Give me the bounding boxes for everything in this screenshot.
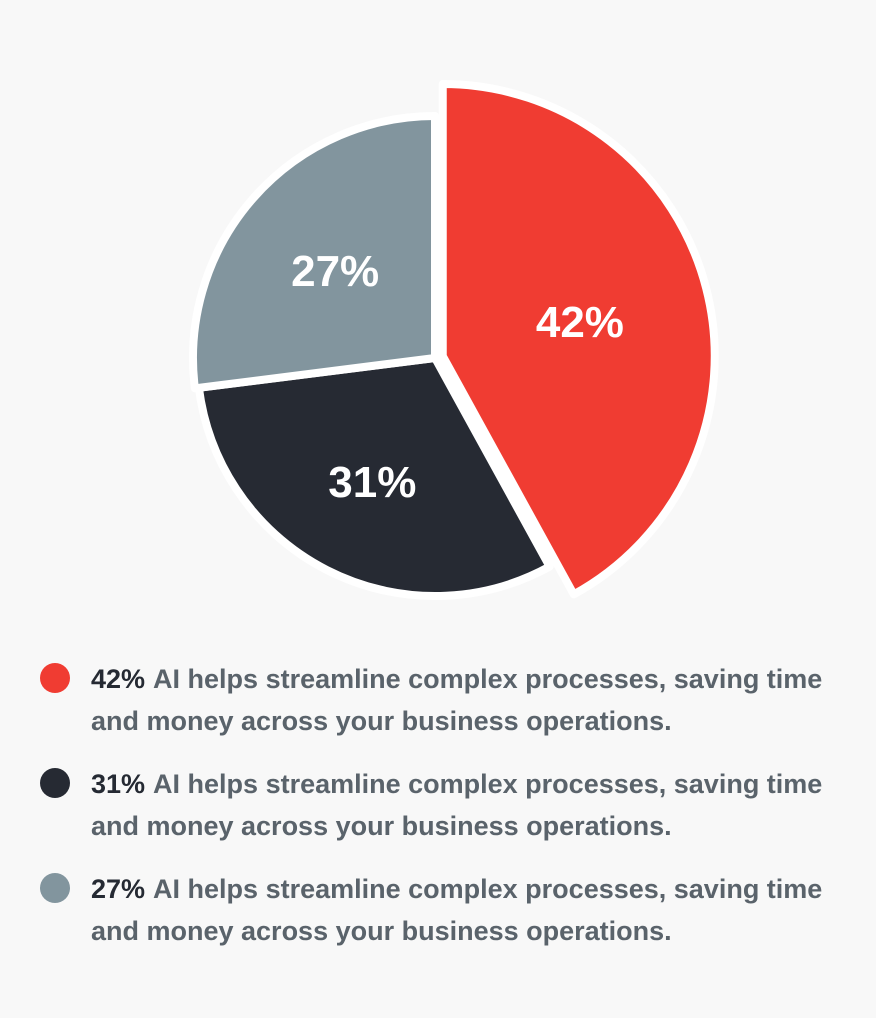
legend-dot-3 [40,873,70,903]
pie-chart: 42% 31% 27% [189,80,719,600]
legend-item-2: 31% AI helps streamline complex processes… [40,763,840,847]
pie-slice-3 [189,112,439,393]
legend-dot-2 [40,768,70,798]
pie-slice-1 [438,80,719,599]
pie-slice-2 [194,354,554,600]
legend-item-1: 42% AI helps streamline complex processes… [40,658,840,742]
legend-pct-1: 42% [91,664,146,694]
legend-text-1: 42% AI helps streamline complex processes… [91,658,831,742]
legend-pct-2: 31% [91,769,146,799]
legend-text-2: 31% AI helps streamline complex processes… [91,763,831,847]
legend-text-3: 27% AI helps streamline complex processes… [91,868,831,952]
legend-pct-3: 27% [91,874,146,904]
legend-desc-3: AI helps streamline complex processes, s… [91,874,823,946]
legend: 42% AI helps streamline complex processes… [40,658,840,973]
legend-desc-2: AI helps streamline complex processes, s… [91,769,823,841]
pie-label-3: 27% [291,247,379,296]
pie-label-1: 42% [536,298,624,347]
legend-item-3: 27% AI helps streamline complex processes… [40,868,840,952]
legend-desc-1: AI helps streamline complex processes, s… [91,664,823,736]
pie-label-2: 31% [328,458,416,507]
legend-dot-1 [40,663,70,693]
